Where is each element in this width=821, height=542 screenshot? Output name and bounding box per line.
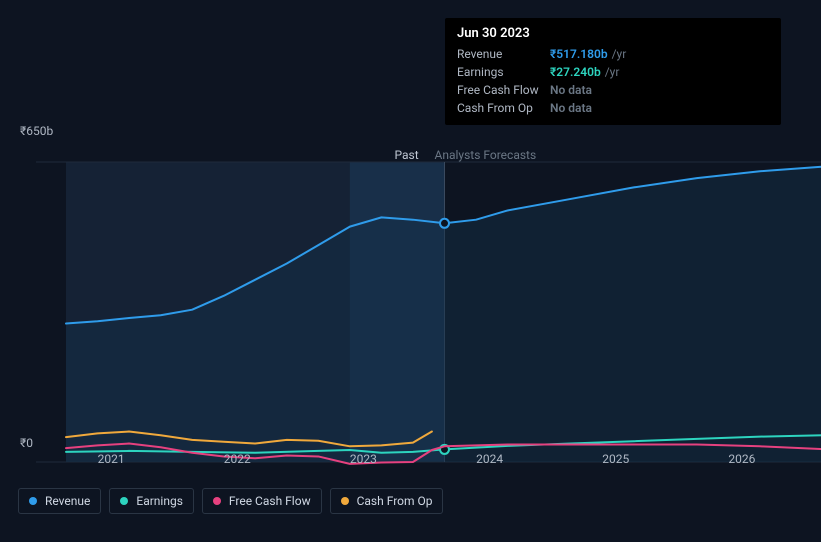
- tooltip-value: No data: [550, 83, 592, 97]
- legend-item[interactable]: Free Cash Flow: [202, 488, 322, 514]
- legend-label: Cash From Op: [357, 494, 433, 508]
- tooltip-value: ₹517.180b: [550, 47, 608, 61]
- legend-item[interactable]: Revenue: [18, 488, 101, 514]
- chart-legend: Revenue Earnings Free Cash Flow Cash From O…: [18, 488, 443, 514]
- tooltip-suffix: /yr: [612, 47, 627, 61]
- legend-item[interactable]: Cash From Op: [330, 488, 444, 514]
- tooltip-label: Free Cash Flow: [457, 83, 550, 97]
- legend-item[interactable]: Earnings: [109, 488, 194, 514]
- tooltip-value: ₹27.240b: [550, 65, 601, 79]
- past-section-label: Past: [395, 148, 419, 162]
- legend-label: Revenue: [45, 494, 90, 508]
- legend-label: Free Cash Flow: [229, 494, 311, 508]
- chart-tooltip: Jun 30 2023 Revenue₹517.180b/yrEarnings₹…: [445, 18, 781, 125]
- x-axis-label: 2025: [602, 452, 629, 466]
- tooltip-row: Free Cash FlowNo data: [457, 81, 769, 99]
- x-axis-label: 2026: [728, 452, 755, 466]
- x-axis-label: 2022: [224, 452, 251, 466]
- tooltip-suffix: /yr: [605, 65, 620, 79]
- y-axis-label: ₹0: [20, 436, 33, 450]
- legend-dot-icon: [213, 497, 221, 505]
- tooltip-label: Revenue: [457, 47, 550, 61]
- tooltip-row: Revenue₹517.180b/yr: [457, 45, 769, 63]
- tooltip-row: Cash From OpNo data: [457, 99, 769, 117]
- tooltip-label: Cash From Op: [457, 101, 550, 115]
- tooltip-row: Earnings₹27.240b/yr: [457, 63, 769, 81]
- tooltip-value: No data: [550, 101, 592, 115]
- legend-label: Earnings: [136, 494, 183, 508]
- tooltip-date: Jun 30 2023: [457, 26, 769, 45]
- y-axis-label: ₹650b: [20, 124, 53, 138]
- legend-dot-icon: [29, 497, 37, 505]
- legend-dot-icon: [341, 497, 349, 505]
- legend-dot-icon: [120, 497, 128, 505]
- forecast-section-label: Analysts Forecasts: [435, 148, 537, 162]
- x-axis-label: 2024: [476, 452, 503, 466]
- tooltip-label: Earnings: [457, 65, 550, 79]
- x-axis-label: 2023: [350, 452, 377, 466]
- x-axis-label: 2021: [98, 452, 125, 466]
